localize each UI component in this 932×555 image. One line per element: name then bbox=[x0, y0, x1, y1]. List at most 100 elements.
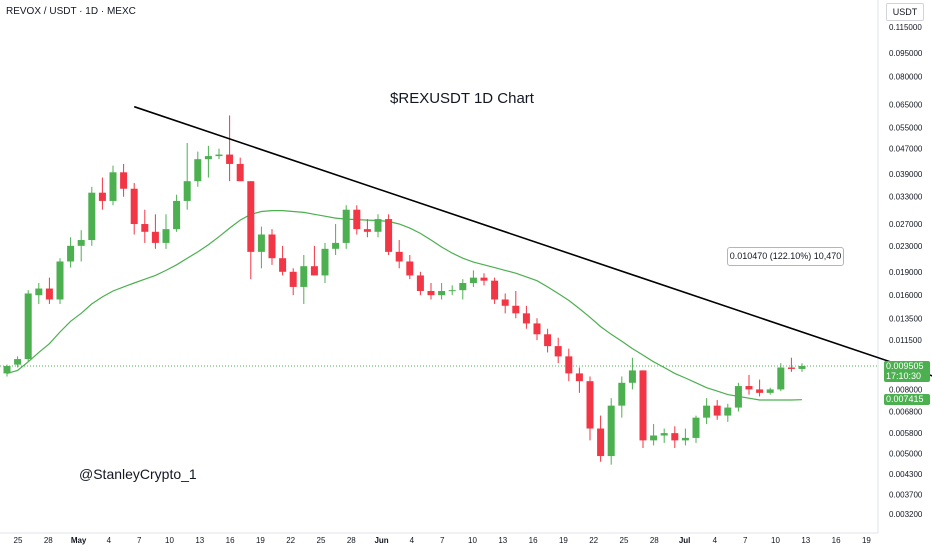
candle-body bbox=[554, 346, 562, 357]
candle-37 bbox=[395, 240, 403, 269]
candle-body bbox=[703, 405, 711, 418]
last-price-value: 0.009505 bbox=[886, 361, 924, 371]
candle-68 bbox=[724, 403, 732, 422]
candle-body bbox=[109, 172, 117, 201]
x-tick-label-22: Jul bbox=[679, 536, 691, 545]
candle-body bbox=[151, 231, 159, 243]
candle-55 bbox=[586, 376, 594, 441]
candle-65 bbox=[692, 415, 700, 443]
candle-57 bbox=[607, 398, 615, 465]
y-tick-label-19: 0.005000 bbox=[889, 449, 923, 458]
resistance-trendline bbox=[133, 105, 932, 377]
x-tick-label-13: 4 bbox=[410, 536, 415, 545]
y-tick-label-18: 0.005800 bbox=[889, 429, 923, 438]
x-tick-label-2: May bbox=[71, 536, 87, 545]
candle-6 bbox=[67, 237, 75, 268]
x-tick-label-17: 16 bbox=[529, 536, 538, 545]
candle-29 bbox=[310, 245, 318, 276]
x-tick-label-7: 16 bbox=[226, 536, 235, 545]
x-tick-label-15: 10 bbox=[468, 536, 477, 545]
candle-43 bbox=[459, 279, 467, 300]
candle-body bbox=[162, 229, 170, 243]
candle-20 bbox=[215, 148, 223, 160]
x-tick-label-12: Jun bbox=[374, 536, 388, 545]
candle-body bbox=[374, 219, 382, 232]
candle-70 bbox=[745, 374, 753, 395]
x-tick-label-9: 22 bbox=[286, 536, 295, 545]
candle-body bbox=[120, 172, 128, 189]
candle-body bbox=[300, 266, 308, 287]
candle-body bbox=[247, 181, 255, 252]
currency-selector[interactable]: USDT bbox=[886, 3, 924, 21]
y-tick-label-0: 0.115000 bbox=[889, 23, 922, 32]
x-tick-label-8: 19 bbox=[256, 536, 265, 545]
candle-7 bbox=[77, 230, 85, 262]
candle-14 bbox=[151, 214, 159, 249]
y-tick-label-8: 0.027000 bbox=[889, 220, 923, 229]
candle-22 bbox=[236, 157, 244, 182]
ma-price-badge: 0.007415 bbox=[884, 394, 930, 405]
candle-body bbox=[618, 382, 626, 406]
candle-body bbox=[501, 299, 509, 306]
candle-body bbox=[734, 386, 742, 408]
symbol-label[interactable]: REVOX / USDT · 1D · MEXC bbox=[6, 6, 136, 17]
candle-36 bbox=[385, 214, 393, 255]
candle-body bbox=[607, 405, 615, 457]
candle-body bbox=[459, 282, 467, 291]
candle-23 bbox=[247, 181, 255, 280]
y-tick-label-4: 0.055000 bbox=[889, 123, 923, 132]
candle-19 bbox=[204, 145, 212, 178]
candle-body bbox=[628, 370, 636, 383]
y-tick-label-5: 0.047000 bbox=[889, 145, 923, 154]
y-tick-label-7: 0.033000 bbox=[889, 193, 923, 202]
candle-body bbox=[289, 271, 297, 287]
x-tick-label-19: 22 bbox=[589, 536, 598, 545]
candle-30 bbox=[321, 242, 329, 283]
candle-body bbox=[35, 288, 43, 296]
x-tick-label-16: 13 bbox=[498, 536, 507, 545]
x-tick-label-27: 16 bbox=[832, 536, 841, 545]
candle-12 bbox=[130, 183, 138, 235]
candle-27 bbox=[289, 268, 297, 296]
candle-body bbox=[353, 209, 361, 230]
candle-body bbox=[448, 290, 456, 292]
candle-body bbox=[332, 242, 340, 249]
candle-body bbox=[77, 240, 85, 246]
candle-62 bbox=[660, 428, 668, 443]
bar-countdown: 17:10:30 bbox=[886, 370, 922, 381]
candle-9 bbox=[98, 177, 106, 210]
candle-body bbox=[173, 200, 181, 230]
candle-body bbox=[14, 359, 22, 365]
candle-0 bbox=[3, 364, 11, 377]
x-tick-label-10: 25 bbox=[317, 536, 326, 545]
candle-body bbox=[480, 277, 488, 281]
candle-body bbox=[321, 248, 329, 276]
y-tick-label-9: 0.023000 bbox=[889, 242, 923, 251]
candle-10 bbox=[109, 165, 117, 206]
candle-26 bbox=[279, 245, 287, 276]
candle-body bbox=[194, 159, 202, 182]
candle-15 bbox=[162, 214, 170, 249]
x-tick-label-23: 4 bbox=[713, 536, 718, 545]
candle-body bbox=[204, 156, 212, 160]
candle-61 bbox=[650, 424, 658, 446]
y-tick-label-22: 0.003200 bbox=[889, 510, 923, 519]
candle-body bbox=[183, 181, 191, 201]
x-tick-label-14: 7 bbox=[440, 536, 445, 545]
candle-4 bbox=[45, 277, 53, 304]
candle-body bbox=[766, 389, 774, 393]
price-axis-bg bbox=[878, 0, 932, 550]
x-tick-label-11: 28 bbox=[347, 536, 356, 545]
candle-body bbox=[215, 154, 223, 157]
candle-body bbox=[565, 356, 573, 374]
candle-body bbox=[395, 251, 403, 262]
candle-body bbox=[56, 261, 64, 300]
candle-53 bbox=[565, 348, 573, 382]
candle-body bbox=[681, 437, 689, 441]
candle-47 bbox=[501, 293, 509, 314]
candle-body bbox=[713, 405, 721, 416]
candle-64 bbox=[681, 428, 689, 446]
candle-69 bbox=[734, 382, 742, 412]
